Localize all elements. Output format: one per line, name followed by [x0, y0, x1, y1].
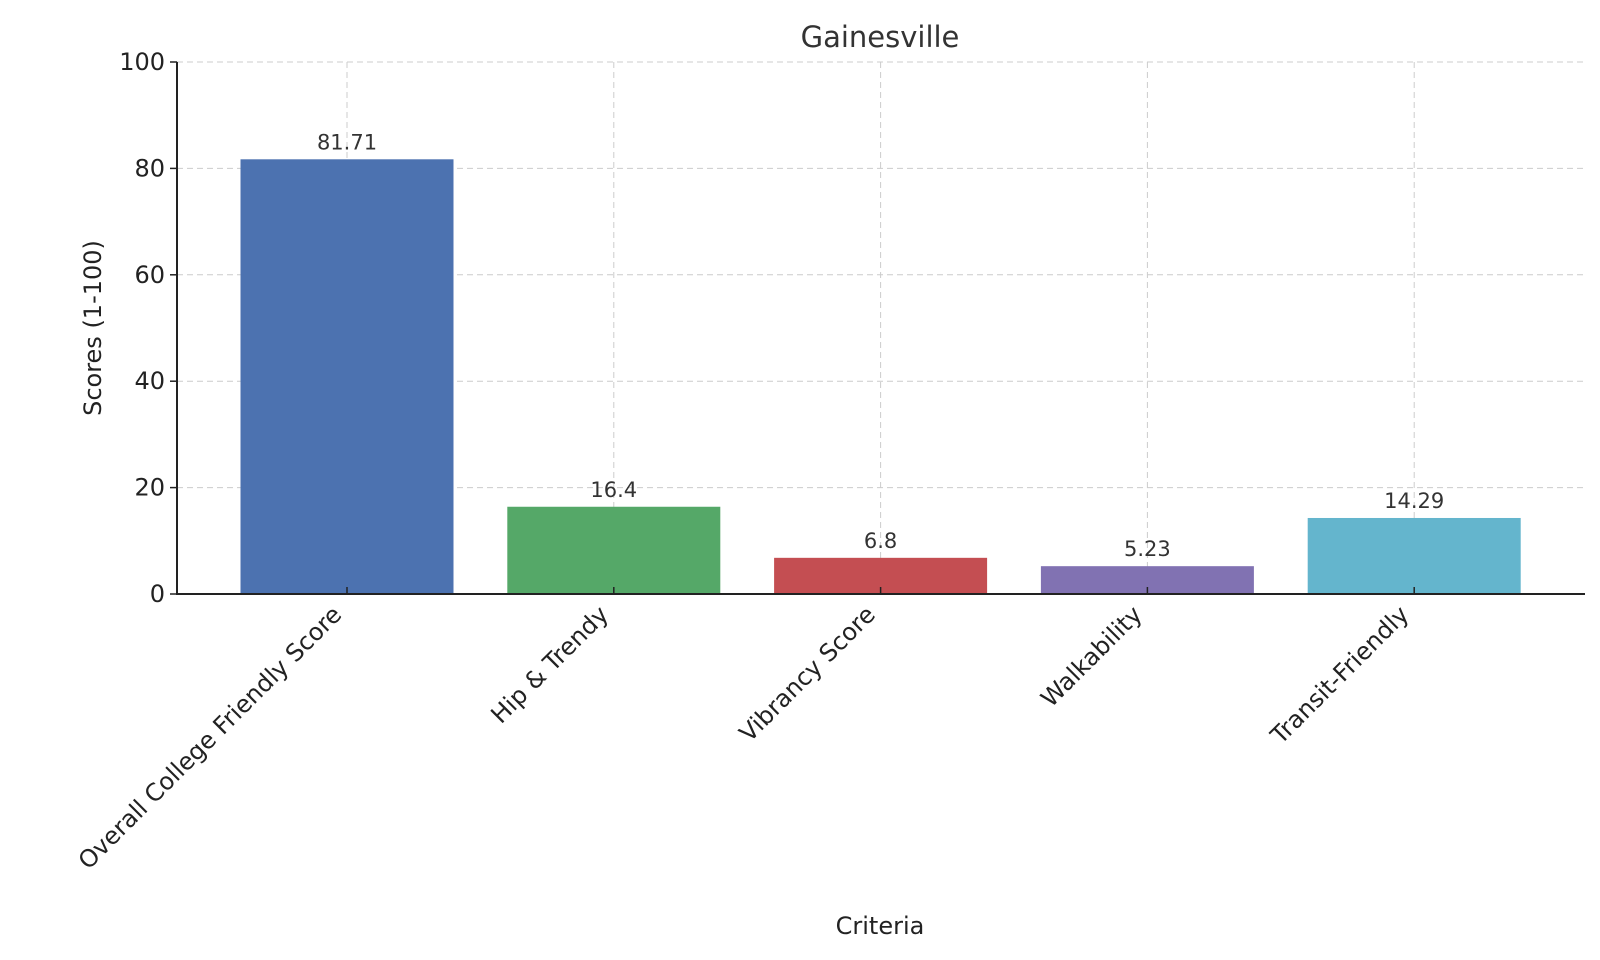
- y-tick-label: 100: [119, 48, 165, 76]
- y-tick-label: 20: [134, 474, 165, 502]
- x-tick-label: Walkability: [1035, 600, 1147, 712]
- y-tick-label: 40: [134, 367, 165, 395]
- x-tick-label: Vibrancy Score: [734, 600, 881, 747]
- bar: [507, 506, 721, 594]
- bar: [1307, 517, 1521, 594]
- data-labels: 81.71 16.4 6.8 5.23 14.29: [317, 130, 1444, 561]
- bar-value-label: 6.8: [864, 529, 897, 553]
- y-axis-title: Scores (1-100): [79, 240, 107, 416]
- x-tick-label: Overall College Friendly Score: [73, 600, 347, 874]
- bar-value-label: 81.71: [317, 130, 377, 154]
- bar-value-label: 16.4: [590, 478, 637, 502]
- y-tick-label: 60: [134, 261, 165, 289]
- chart-title: Gainesville: [801, 20, 960, 54]
- bar-value-label: 5.23: [1124, 537, 1171, 561]
- x-tick-label: Transit-Friendly: [1265, 600, 1415, 750]
- x-axis-title: Criteria: [836, 912, 925, 940]
- bar: [240, 159, 454, 594]
- y-tick-label: 80: [134, 154, 165, 182]
- y-axis-ticks: 0 20 40 60 80 100: [119, 48, 177, 608]
- bars: [240, 159, 1521, 594]
- bar-value-label: 14.29: [1384, 489, 1444, 513]
- x-axis-ticks: Overall College Friendly Score Hip & Tren…: [73, 587, 1415, 875]
- y-tick-label: 0: [150, 580, 165, 608]
- x-tick-label: Hip & Trendy: [485, 600, 614, 729]
